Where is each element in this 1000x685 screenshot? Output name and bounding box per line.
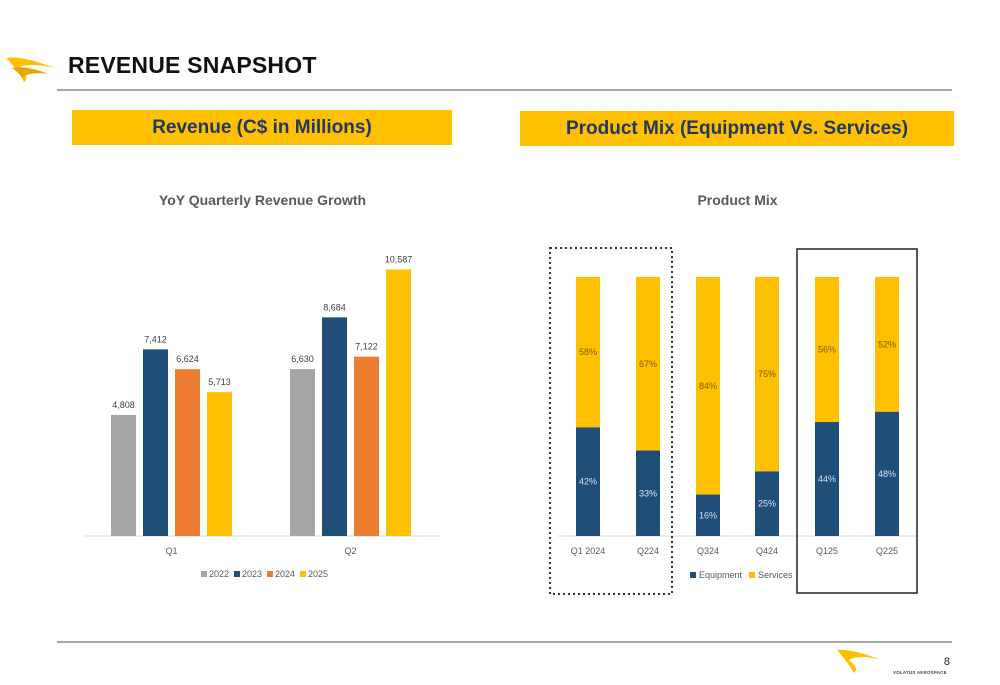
x-tick-label: Q424 bbox=[756, 546, 778, 556]
dotted-highlight-box bbox=[549, 247, 673, 595]
bar-equipment-0 bbox=[576, 427, 600, 536]
revenue-banner: Revenue (C$ in Millions) bbox=[72, 110, 452, 145]
legend-swatch-2024 bbox=[267, 571, 273, 577]
bar-q1-2024 bbox=[175, 369, 200, 536]
footer-logo bbox=[837, 649, 881, 673]
legend-swatch-services bbox=[749, 572, 755, 578]
x-tick-label: Q224 bbox=[637, 546, 659, 556]
legend-swatch-equipment bbox=[690, 572, 696, 578]
bar-services-0 bbox=[576, 277, 600, 428]
x-tick-label: Q1 bbox=[165, 546, 177, 556]
product-mix-chart-title: Product Mix bbox=[697, 192, 778, 208]
bar-q2-2023 bbox=[322, 317, 347, 536]
bar-q1-2023 bbox=[143, 349, 168, 536]
company-logo bbox=[6, 57, 54, 82]
legend-swatch-2023 bbox=[234, 571, 240, 577]
legend-swatch-2022 bbox=[201, 571, 207, 577]
bar-services-1 bbox=[636, 277, 660, 451]
services-value-label: 52% bbox=[878, 339, 896, 349]
bar-equipment-1 bbox=[636, 450, 660, 536]
x-tick-label: Q324 bbox=[697, 546, 719, 556]
bar-equipment-4 bbox=[815, 422, 839, 536]
bar-value-label: 10,587 bbox=[385, 254, 413, 264]
equipment-value-label: 44% bbox=[818, 474, 836, 484]
x-tick-label: Q225 bbox=[876, 546, 898, 556]
revenue-chart-title: YoY Quarterly Revenue Growth bbox=[158, 192, 367, 208]
legend-swatch-2025 bbox=[300, 571, 306, 577]
equipment-value-label: 42% bbox=[579, 477, 597, 487]
page-title: REVENUE SNAPSHOT bbox=[68, 52, 317, 78]
bar-value-label: 7,122 bbox=[355, 342, 378, 352]
x-tick-label: Q2 bbox=[344, 546, 356, 556]
header-divider bbox=[57, 89, 952, 91]
equipment-value-label: 33% bbox=[639, 488, 657, 498]
bar-services-3 bbox=[755, 277, 779, 472]
bar-value-label: 7,412 bbox=[144, 334, 167, 344]
bar-services-4 bbox=[815, 277, 839, 423]
bar-equipment-2 bbox=[696, 494, 720, 536]
bar-equipment-3 bbox=[755, 471, 779, 536]
page-number: 8 bbox=[943, 656, 950, 668]
bar-q2-2025 bbox=[386, 269, 411, 536]
x-tick-label: Q1 2024 bbox=[571, 546, 606, 556]
services-value-label: 84% bbox=[699, 381, 717, 391]
bar-q2-2022 bbox=[290, 369, 315, 536]
product-mix-banner: Product Mix (Equipment Vs. Services) bbox=[520, 111, 954, 146]
bar-services-2 bbox=[696, 277, 720, 495]
bar-q2-2024 bbox=[354, 356, 379, 536]
equipment-value-label: 25% bbox=[758, 499, 776, 509]
services-value-label: 58% bbox=[579, 347, 597, 357]
solid-highlight-box bbox=[796, 248, 918, 594]
equipment-value-label: 48% bbox=[878, 469, 896, 479]
bar-value-label: 8,684 bbox=[323, 302, 346, 312]
footer-brand: VOLATUS AEROSPACE bbox=[893, 670, 947, 675]
legend-label-2024: 2024 bbox=[275, 569, 295, 579]
legend-label-services: Services bbox=[758, 570, 793, 580]
bar-value-label: 5,713 bbox=[208, 377, 231, 387]
footer-divider bbox=[57, 641, 952, 643]
x-tick-label: Q125 bbox=[816, 546, 838, 556]
bar-services-5 bbox=[875, 277, 899, 412]
services-value-label: 56% bbox=[818, 345, 836, 355]
services-value-label: 75% bbox=[758, 369, 776, 379]
bar-q1-2025 bbox=[207, 392, 232, 536]
bar-equipment-5 bbox=[875, 411, 899, 536]
legend-label-2022: 2022 bbox=[209, 569, 229, 579]
bar-q1-2022 bbox=[111, 414, 136, 536]
services-value-label: 67% bbox=[639, 359, 657, 369]
equipment-value-label: 16% bbox=[699, 510, 717, 520]
bar-value-label: 4,808 bbox=[112, 400, 135, 410]
legend-label-2023: 2023 bbox=[242, 569, 262, 579]
legend-label-2025: 2025 bbox=[308, 569, 328, 579]
bar-value-label: 6,630 bbox=[291, 354, 314, 364]
bar-value-label: 6,624 bbox=[176, 354, 199, 364]
legend-label-equipment: Equipment bbox=[699, 570, 743, 580]
